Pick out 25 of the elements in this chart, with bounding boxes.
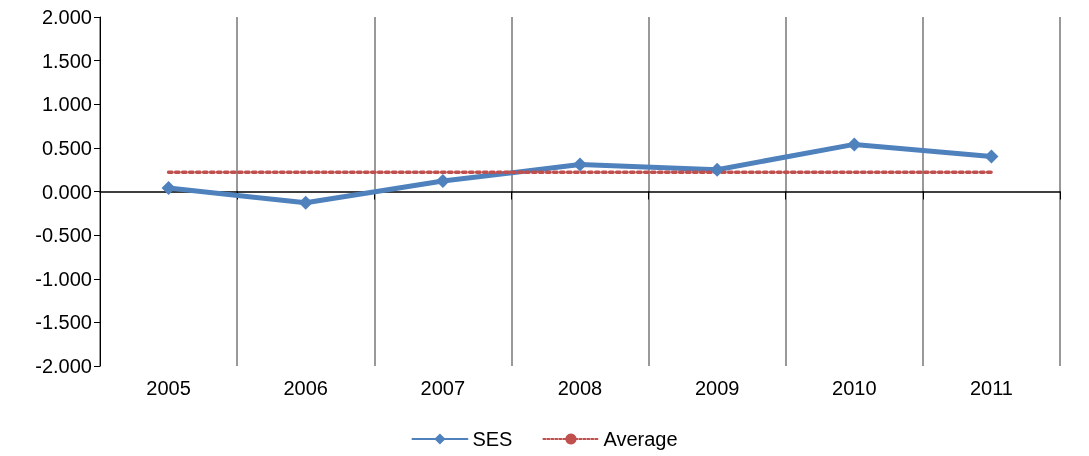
point bbox=[435, 174, 450, 189]
point bbox=[984, 149, 999, 164]
y-tick-label: -1.000 bbox=[35, 267, 92, 290]
point bbox=[161, 181, 176, 196]
x-tick-label: 2008 bbox=[557, 377, 603, 399]
x-tick-label: 2006 bbox=[283, 377, 328, 399]
x-tick-label: 2010 bbox=[832, 377, 877, 399]
x-tick-label: 2005 bbox=[146, 377, 191, 399]
point bbox=[710, 162, 725, 177]
x-tick-label: 2009 bbox=[694, 377, 740, 399]
y-tick-label: 1.000 bbox=[41, 93, 92, 116]
y-tick-label: -0.500 bbox=[35, 224, 92, 247]
x-tick-label: 2007 bbox=[420, 377, 466, 399]
point bbox=[298, 195, 313, 210]
y-tick-label: 2.000 bbox=[41, 6, 92, 28]
y-tick-label: -1.500 bbox=[35, 311, 92, 334]
y-tick-label: 1.500 bbox=[41, 49, 92, 72]
point bbox=[847, 137, 862, 152]
legend-label: SES bbox=[472, 428, 513, 450]
point bbox=[573, 157, 587, 172]
x-tick-label: 2011 bbox=[969, 377, 1013, 399]
y-tick-label: -2.000 bbox=[35, 355, 92, 377]
legend-label: Average bbox=[603, 428, 678, 450]
y-tick-label: 0.500 bbox=[41, 136, 92, 159]
y-tick-label: 0.000 bbox=[41, 180, 92, 203]
